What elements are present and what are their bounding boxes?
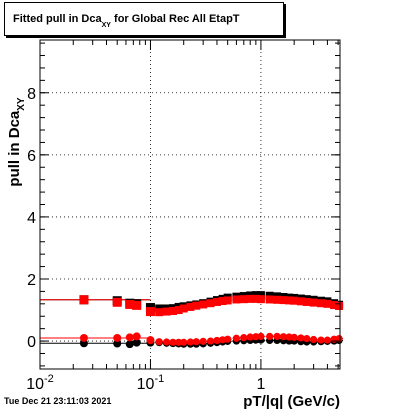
series-1-point [273, 332, 281, 341]
series-1-point [186, 338, 195, 346]
series-3-point [192, 301, 201, 310]
series-2-point [256, 291, 265, 300]
series-3-point [125, 299, 135, 309]
series-1-point [290, 333, 298, 341]
series-3-point [279, 296, 288, 305]
series-1-point [323, 336, 332, 344]
y-axis-label-sub: XY [16, 97, 27, 111]
series-1-point [279, 333, 288, 341]
series-1-point [199, 337, 207, 345]
series-0-point [132, 338, 141, 347]
y-tick-label: 0 [27, 334, 36, 351]
x-tick-label: 10-1 [137, 373, 165, 393]
data-points-layer [79, 291, 344, 349]
series-3-point [223, 296, 232, 305]
series-1-point [266, 332, 274, 341]
series-1-point [180, 338, 188, 346]
series-3-point [232, 295, 241, 304]
series-3-point [296, 297, 305, 306]
series-1-point [335, 334, 343, 343]
series-1-point [169, 338, 177, 346]
series-3-point [256, 295, 265, 304]
series-3-point [309, 298, 318, 307]
y-tick-label: 2 [27, 272, 36, 289]
series-3-point [132, 300, 142, 310]
series-1-point [246, 333, 254, 341]
y-axis-label-main: pull in Dca [6, 110, 23, 187]
series-1-point [257, 332, 265, 341]
series-0-point [113, 339, 122, 348]
x-tick-label: 10-2 [26, 373, 54, 393]
series-1-point [79, 333, 88, 342]
series-3-point [290, 296, 299, 305]
series-0-point [125, 340, 134, 349]
series-1-point [232, 334, 241, 342]
series-1-point [132, 332, 141, 341]
series-1-point [224, 335, 232, 343]
series-3-point [302, 297, 311, 306]
series-3-point [112, 297, 122, 307]
chart-title-box: Fitted pull in DcaXY for Global Rec All … [4, 2, 284, 36]
series-3-point [199, 300, 208, 309]
series-1-point [192, 338, 200, 346]
series-3-point [218, 297, 227, 306]
x-tick-label: 1 [256, 376, 265, 393]
series-3-point [273, 295, 282, 304]
series-1-point [303, 334, 311, 343]
series-1-point [310, 335, 318, 344]
y-tick-label: 4 [27, 210, 36, 227]
grid-layer [39, 40, 340, 369]
series-3-point [179, 304, 188, 313]
chart-title-subscript: XY [101, 22, 111, 29]
ticks-layer [39, 40, 340, 369]
series-1-point [155, 338, 163, 346]
chart-title: Fitted pull in DcaXY for Global Rec All … [13, 13, 240, 29]
chart-title-suffix: for Global Rec All EtapT [110, 13, 240, 25]
series-1-point [175, 338, 183, 346]
series-3-point [323, 299, 332, 308]
series-3-point [265, 295, 274, 304]
timestamp: Tue Dec 21 23:11:03 2021 [4, 396, 112, 406]
series-3-point [335, 301, 344, 310]
series-3-point [251, 294, 260, 303]
tick-labels-layer: 0 2 4 6 8 10-2 10-1 1 [26, 86, 265, 393]
series-1-point [146, 336, 155, 345]
y-tick-label: 8 [27, 86, 36, 103]
series-3-point [206, 299, 215, 308]
series-1-point [317, 336, 325, 344]
series-3-point [212, 297, 221, 306]
series-3-point [174, 306, 183, 315]
series-3-point [239, 295, 248, 304]
series-3-point [186, 302, 195, 311]
series-1-point [297, 334, 305, 342]
series-3-point [285, 296, 294, 305]
series-3-point [145, 307, 155, 317]
series-3-point [169, 306, 178, 315]
series-1-point [162, 338, 171, 346]
series-3-point [155, 308, 164, 317]
series-1-point [125, 333, 134, 342]
chart-title-prefix: Fitted pull in Dca [13, 13, 102, 25]
series-3-point [330, 301, 339, 310]
y-axis-label: pull in DcaXY [6, 97, 27, 187]
series-3-point [246, 294, 255, 303]
x-axis-label: pT/|q| (GeV/c) [243, 393, 340, 409]
plot-frame [39, 39, 341, 370]
series-1-point [206, 337, 215, 345]
y-tick-label: 6 [27, 148, 36, 165]
series-1-point [213, 336, 221, 345]
series-1-point [113, 333, 122, 342]
series-1-point [240, 334, 248, 342]
series-3-point [162, 307, 171, 316]
series-3-point [79, 295, 89, 305]
series-3-point [317, 299, 326, 308]
